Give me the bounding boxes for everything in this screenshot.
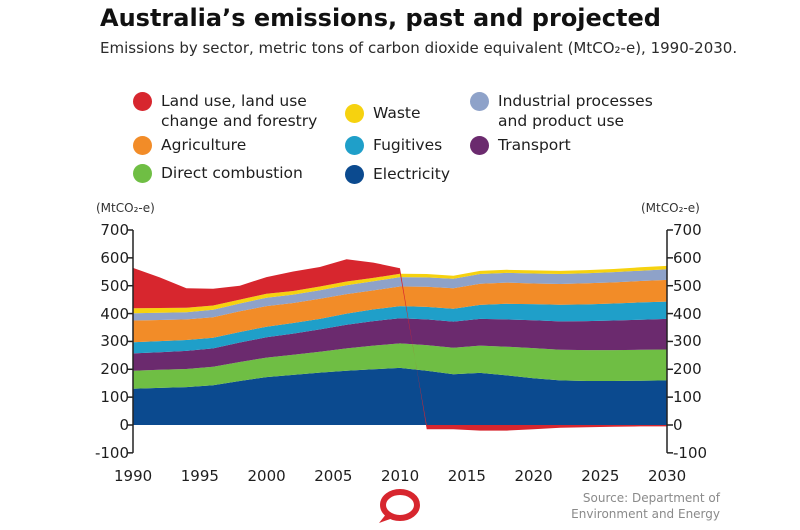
x-tick-label: 2020: [514, 467, 553, 485]
legend-label-industrial: Industrial processes and product use: [498, 92, 653, 130]
x-tick-label: 2000: [247, 467, 286, 485]
area-agriculture: [133, 279, 667, 343]
legend-label-waste: Waste: [373, 104, 421, 122]
x-tick-label: 2005: [314, 467, 353, 485]
legend-item-land-use: Land use, land use change and forestry: [133, 91, 351, 131]
y-tick-label-right: -100: [673, 443, 708, 462]
y-tick-label-right: 100: [673, 388, 702, 407]
y-tick-label-left: 400: [100, 304, 129, 323]
y-tick-label-right: 400: [673, 304, 702, 323]
area-electricity: [133, 367, 667, 425]
y-tick-label-right: 600: [673, 248, 702, 267]
y-tick-label-right: 300: [673, 332, 702, 351]
speech-bubble-logo-icon: [379, 489, 420, 523]
legend-item-industrial: Industrial processes and product use: [470, 91, 673, 131]
legend-label-agriculture: Agriculture: [161, 136, 247, 154]
y-axis-unit-right: (MtCO₂-e): [641, 201, 700, 215]
x-tick-label: 1990: [114, 467, 153, 485]
area-direct-combustion: [133, 343, 667, 389]
x-tick-label: 2030: [648, 467, 687, 485]
y-tick-label-right: 700: [673, 221, 702, 239]
legend-label-land-use: Land use, land use change and forestry: [161, 92, 318, 130]
y-tick-label-left: 500: [100, 276, 129, 295]
legend-swatch-waste: [345, 104, 364, 123]
legend-swatch-transport: [470, 136, 489, 155]
source-note: Source: Department of Environment and En…: [571, 491, 720, 521]
x-tick-label: 2025: [581, 467, 620, 485]
chart-subtitle: Emissions by sector, metric tons of carb…: [100, 39, 738, 57]
legend-swatch-fugitives: [345, 136, 364, 155]
area-transport: [133, 318, 667, 371]
legend-swatch-agriculture: [133, 136, 152, 155]
y-tick-label-left: -100: [94, 443, 129, 462]
y-tick-label-right: 500: [673, 276, 702, 295]
legend-item-fugitives: Fugitives: [345, 135, 473, 155]
legend-swatch-industrial: [470, 92, 489, 111]
legend-label-fugitives: Fugitives: [373, 136, 443, 154]
y-tick-label-left: 600: [100, 248, 129, 267]
legend-label-direct-combustion: Direct combustion: [161, 164, 303, 182]
y-tick-label-left: 700: [100, 221, 129, 239]
y-tick-label-left: 200: [100, 360, 129, 379]
legend-item-waste: Waste: [345, 103, 473, 123]
x-tick-label: 2015: [447, 467, 486, 485]
legend-swatch-direct-combustion: [133, 164, 152, 183]
y-axis-unit-left: (MtCO₂-e): [96, 201, 155, 215]
legend-item-transport: Transport: [470, 135, 688, 155]
legend-swatch-land-use: [133, 92, 152, 111]
legend-swatch-electricity: [345, 165, 364, 184]
y-tick-label-left: 0: [119, 416, 129, 434]
x-tick-label: 2010: [381, 467, 420, 485]
area-waste: [133, 265, 667, 314]
chart-title: Australia’s emissions, past and projecte…: [100, 4, 661, 32]
area-fugitives: [133, 301, 667, 354]
x-tick-label: 1995: [180, 467, 219, 485]
legend-item-direct-combustion: Direct combustion: [133, 163, 351, 183]
y-tick-label-left: 100: [100, 388, 129, 407]
legend-label-electricity: Electricity: [373, 165, 450, 183]
legend-item-agriculture: Agriculture: [133, 135, 351, 155]
legend-item-electricity: Electricity: [345, 164, 473, 184]
area-industrial-processes-and-product-use: [133, 269, 667, 321]
y-tick-label-right: 0: [673, 416, 683, 434]
y-tick-label-right: 200: [673, 360, 702, 379]
y-tick-label-left: 300: [100, 332, 129, 351]
legend-label-transport: Transport: [498, 136, 571, 154]
